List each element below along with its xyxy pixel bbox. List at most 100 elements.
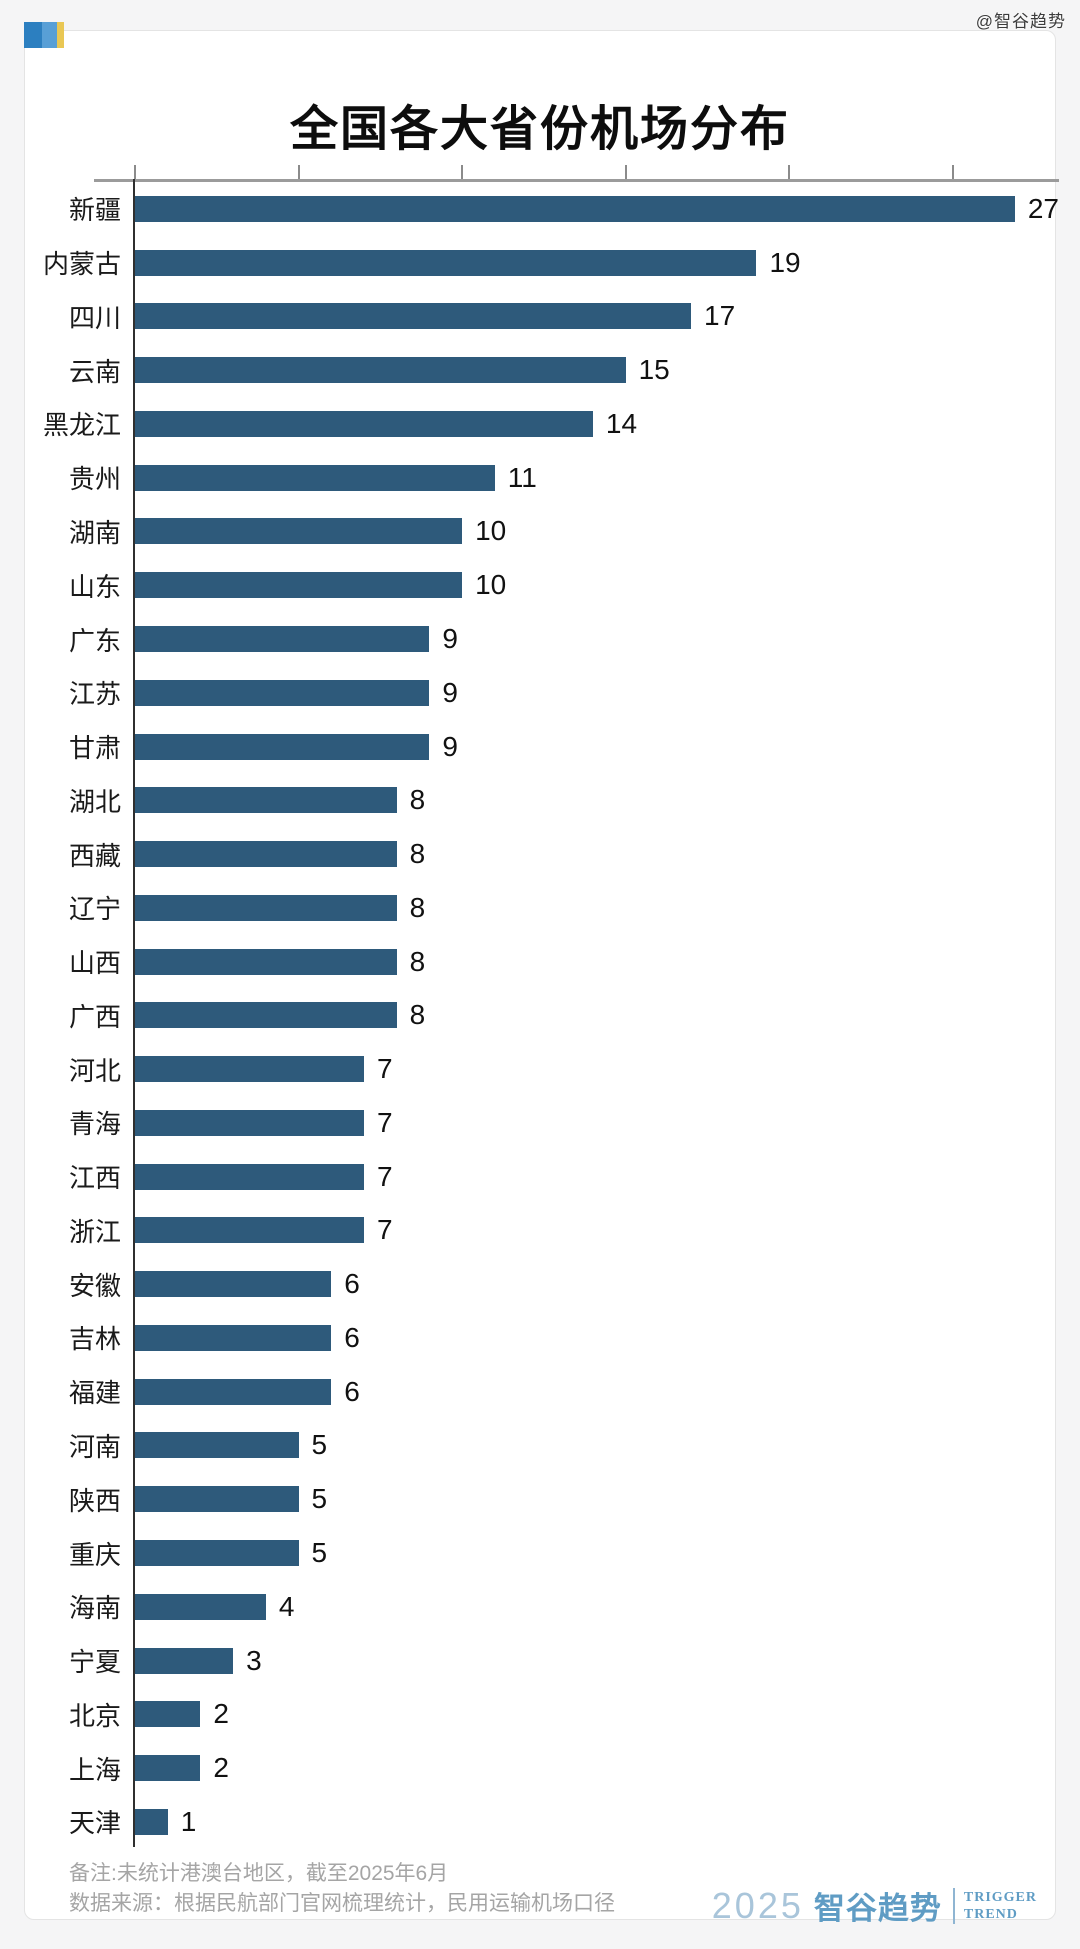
bar-row: 北京 2: [25, 1687, 1059, 1741]
bar-row: 海南 4: [25, 1580, 1059, 1634]
category-label: 甘肃: [68, 733, 121, 764]
logo-tagline-line2: TREND: [963, 1906, 1018, 1922]
category-label: 青海: [68, 1109, 121, 1140]
category-label: 北京: [68, 1700, 121, 1731]
bar-value-label: 4: [278, 1590, 295, 1622]
x-axis-tick: [951, 165, 954, 179]
flag-segment-light-blue: [42, 22, 57, 48]
category-label: 湖北: [68, 786, 121, 817]
bar-value-label: 11: [507, 461, 537, 493]
bar-row: 青海 7: [25, 1096, 1059, 1150]
bar-row: 重庆 5: [25, 1526, 1059, 1580]
category-label: 重庆: [68, 1539, 121, 1570]
bar-value-label: 5: [311, 1429, 328, 1461]
footer-notes: 备注:未统计港澳台地区，截至2025年6月 数据来源：根据民航部门官网梳理统计，…: [69, 1859, 615, 1919]
bar-area: 9: [135, 612, 1059, 666]
bar: [135, 948, 397, 975]
bar: [135, 1647, 234, 1674]
bar-row: 浙江 7: [25, 1204, 1059, 1258]
bar-row: 江西 7: [25, 1150, 1059, 1204]
bar: [135, 679, 430, 706]
category-label: 陕西: [68, 1485, 121, 1516]
bar-area: 27: [135, 182, 1059, 236]
bar-rows: 新疆 27 内蒙古 19 四川 17 云南 15 黑龙江 14 贵州 11 湖南 10 山东 10 广东 9 江苏 9…: [25, 182, 1059, 1849]
bar: [135, 1163, 364, 1190]
category-label: 上海: [68, 1754, 121, 1785]
bar-value-label: 6: [344, 1321, 360, 1353]
bar-area: 8: [135, 827, 1059, 881]
bar-area: 5: [135, 1526, 1059, 1580]
bar: [135, 195, 1015, 222]
bar-area: 8: [135, 988, 1059, 1042]
category-label: 福建: [68, 1378, 121, 1409]
bar-value-label: 5: [311, 1537, 328, 1569]
x-axis-tick: [788, 165, 791, 179]
category-label: 四川: [68, 302, 121, 333]
bar-value-label: 8: [409, 945, 426, 977]
bar-row: 河南 5: [25, 1419, 1059, 1473]
category-label: 贵州: [68, 464, 121, 495]
y-axis-line: [133, 179, 135, 1847]
bar-area: 5: [135, 1472, 1059, 1526]
x-axis-tick: [461, 165, 464, 179]
category-label: 黑龙江: [42, 410, 121, 441]
bar-area: 14: [135, 397, 1059, 451]
bar: [135, 1701, 201, 1728]
bar: [135, 841, 397, 868]
bar-value-label: 1: [180, 1805, 197, 1837]
bar-area: 10: [135, 505, 1059, 559]
bar: [135, 1002, 397, 1029]
bar-area: 11: [135, 451, 1059, 505]
bar-area: 9: [135, 666, 1059, 720]
bar: [135, 357, 626, 384]
bar-value-label: 9: [442, 623, 458, 654]
category-label: 广东: [68, 625, 121, 656]
bar-value-label: 8: [409, 999, 426, 1031]
bar: [135, 733, 430, 760]
bar: [135, 410, 593, 437]
bar-row: 贵州 11: [25, 451, 1059, 505]
bar-row: 湖北 8: [25, 773, 1059, 827]
bar-row: 山东 10: [25, 558, 1059, 612]
bar-value-label: 19: [769, 246, 801, 278]
bar-area: 3: [135, 1634, 1059, 1688]
category-label: 宁夏: [68, 1647, 121, 1678]
category-label: 河南: [68, 1431, 121, 1462]
bar-area: 1: [135, 1795, 1059, 1849]
bar-area: 4: [135, 1580, 1059, 1634]
bar-value-label: 10: [475, 515, 507, 547]
bar: [135, 303, 692, 330]
bar-area: 6: [135, 1257, 1059, 1311]
bar-value-label: 6: [344, 1375, 360, 1407]
bar-value-label: 7: [376, 1160, 393, 1192]
category-label: 吉林: [68, 1324, 121, 1355]
bar-value-label: 2: [213, 1698, 229, 1730]
bar-row: 山西 8: [25, 935, 1059, 989]
bar-row: 西藏 8: [25, 827, 1059, 881]
bar-row: 甘肃 9: [25, 720, 1059, 774]
x-axis-tick: [297, 165, 300, 179]
logo-divider: [952, 1887, 955, 1924]
footer-note-line1: 备注:未统计港澳台地区，截至2025年6月: [69, 1862, 449, 1885]
x-axis-line: [94, 179, 1059, 182]
bar-value-label: 15: [638, 354, 670, 386]
bar: [135, 518, 463, 545]
bar-area: 17: [135, 290, 1059, 344]
bar: [135, 1593, 266, 1620]
bar-value-label: 9: [442, 676, 458, 708]
footer-note-line2: 数据来源：根据民航部门官网梳理统计，民用运输机场口径: [69, 1892, 615, 1915]
brand-flag-icon: [24, 22, 64, 48]
bar-value-label: 8: [409, 891, 426, 923]
bar-area: 7: [135, 1096, 1059, 1150]
bar-row: 广东 9: [25, 612, 1059, 666]
bar-value-label: 10: [475, 569, 507, 601]
bar-area: 6: [135, 1311, 1059, 1365]
bar: [135, 464, 495, 491]
bar-area: 8: [135, 881, 1059, 935]
category-label: 云南: [68, 356, 121, 387]
bar-area: 15: [135, 343, 1059, 397]
bar: [135, 1755, 201, 1782]
bar-value-label: 8: [409, 784, 426, 816]
bar: [135, 1378, 332, 1405]
